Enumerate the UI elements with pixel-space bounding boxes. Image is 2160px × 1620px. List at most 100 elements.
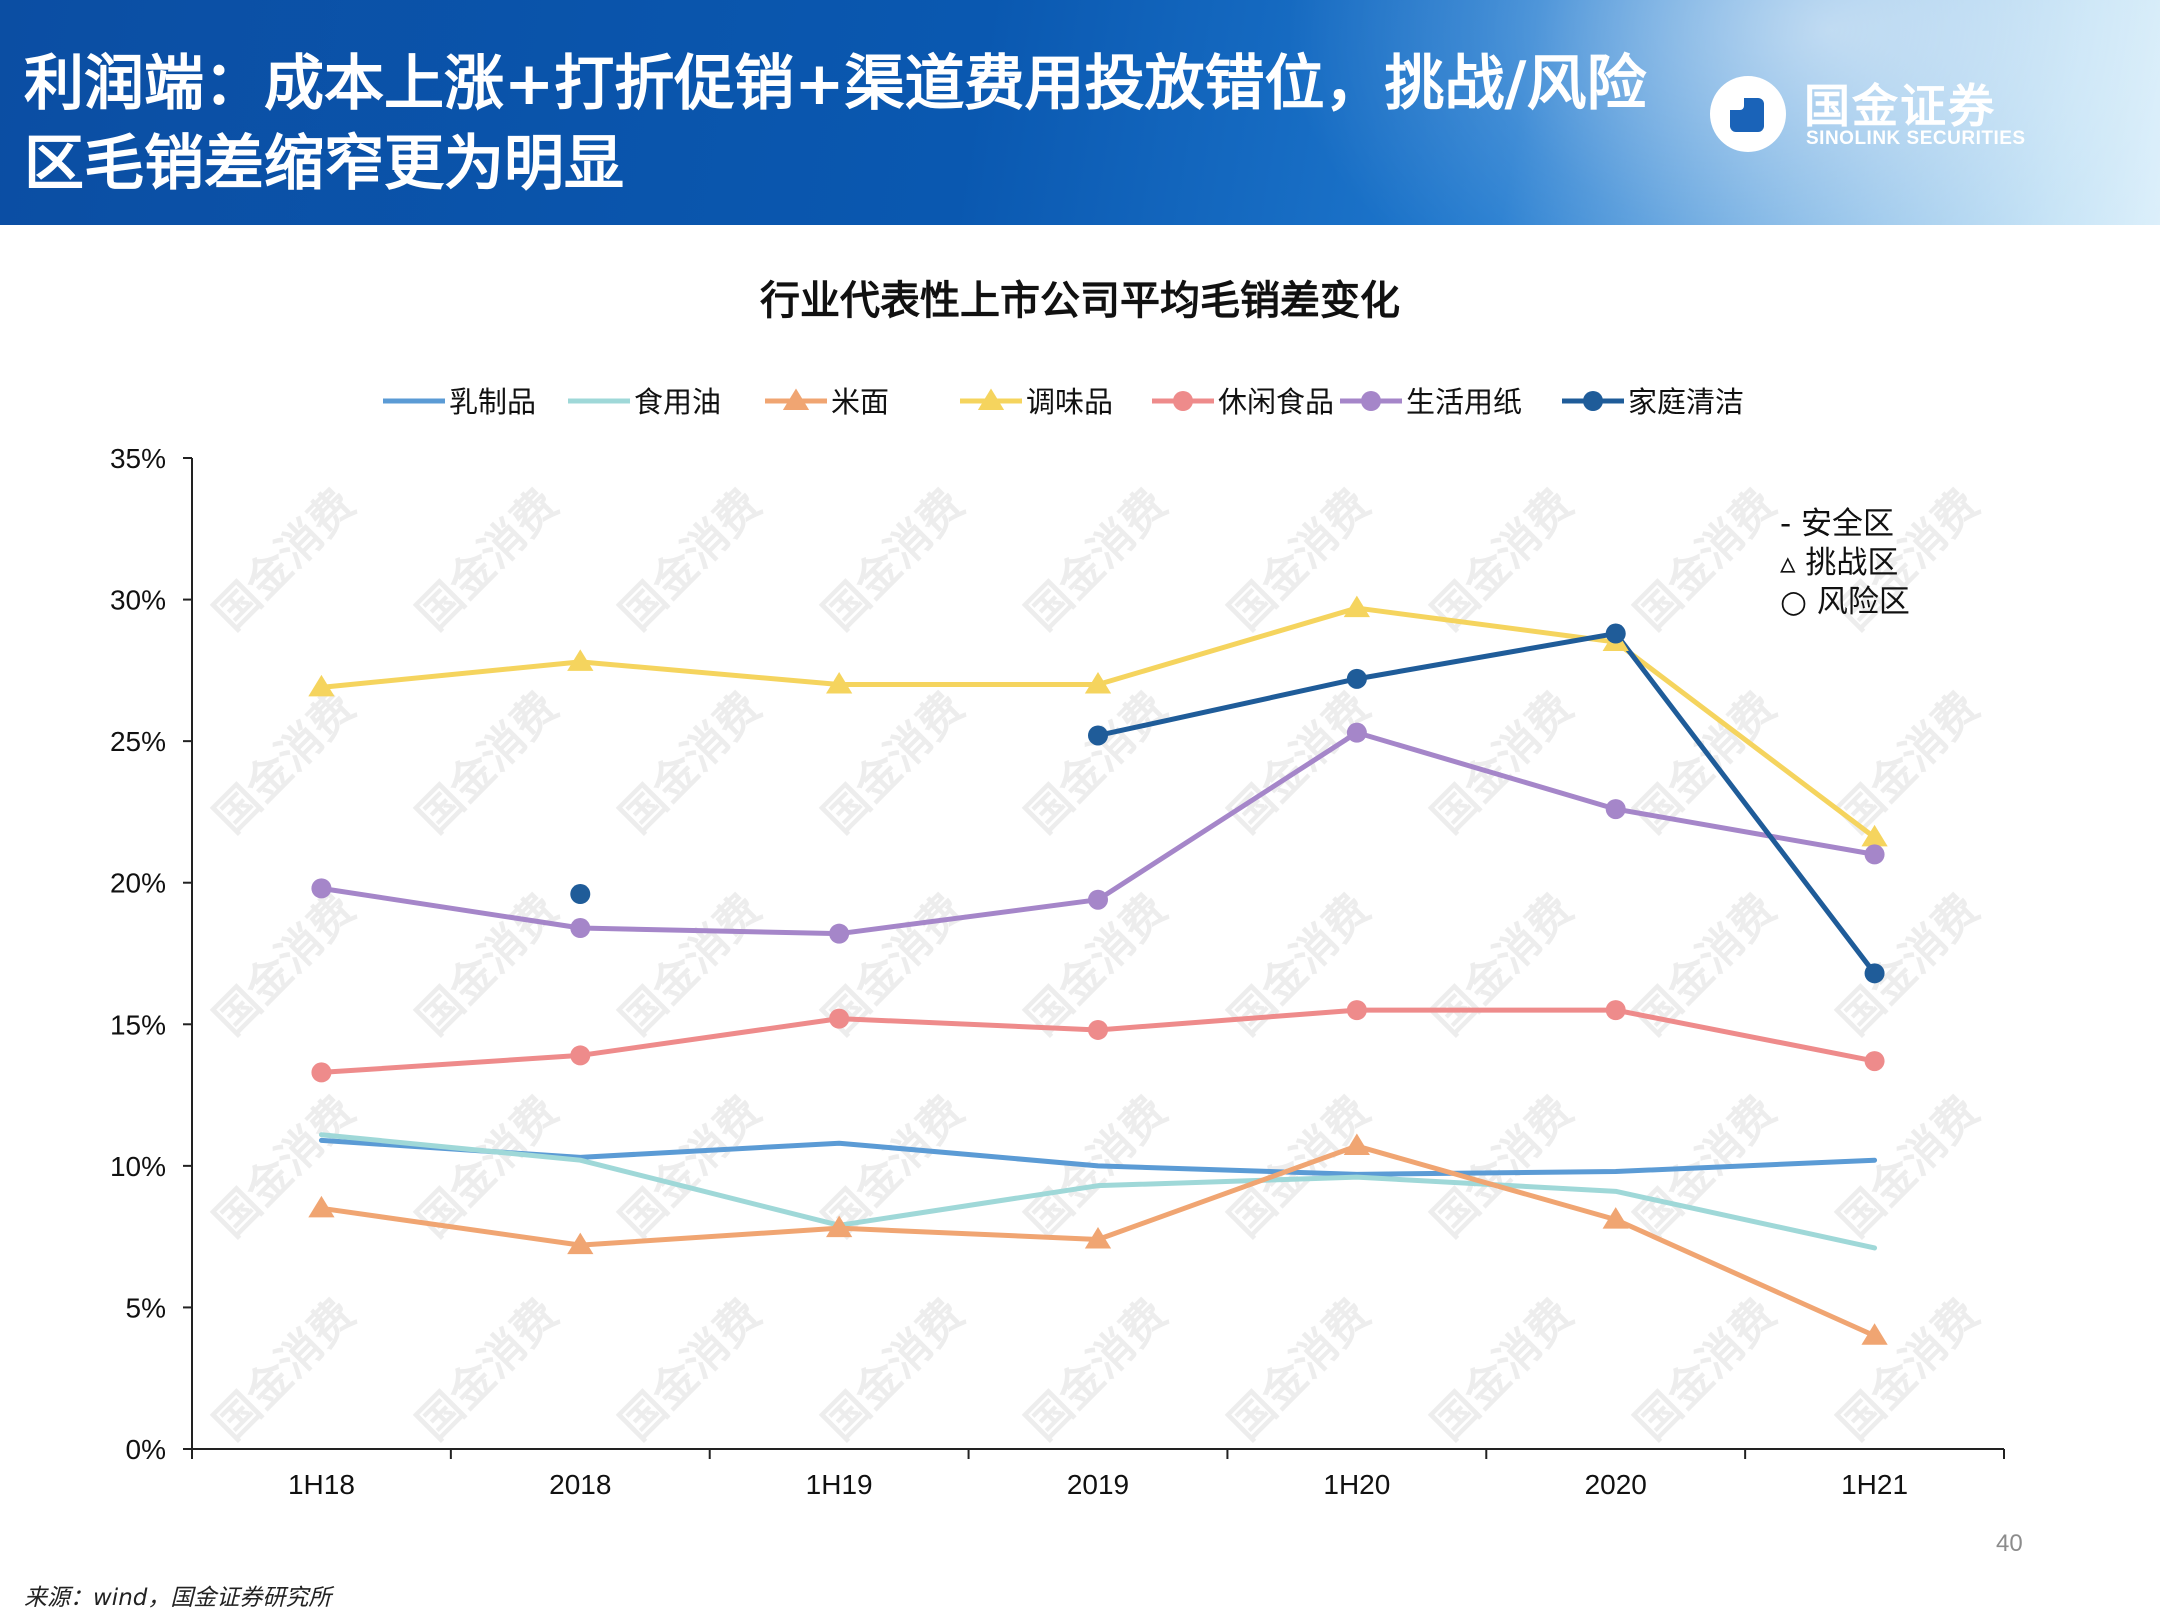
page-title: 利润端：成本上涨+打折促销+渠道费用投放错位，挑战/风险区毛销差缩窄更为明显 <box>24 49 1647 199</box>
watermark-text: 国金消费 <box>1828 1289 1989 1450</box>
data-point-调味品 <box>567 649 594 671</box>
watermark-text: 国金消费 <box>610 884 771 1045</box>
watermark-text: 国金消费 <box>1828 884 1989 1045</box>
data-point-米面 <box>1084 1226 1112 1249</box>
watermark-text: 国金消费 <box>1219 1289 1380 1450</box>
watermark-text: 国金消费 <box>1625 1289 1786 1450</box>
chart-title: 行业代表性上市公司平均毛销差变化 <box>760 278 1400 324</box>
watermark-text: 国金消费 <box>813 682 974 843</box>
data-point-家庭清洁 <box>1864 963 1885 984</box>
watermark-text: 国金消费 <box>407 1289 568 1450</box>
data-point-家庭清洁 <box>1605 623 1626 644</box>
data-point-米面 <box>1861 1323 1888 1345</box>
logo-text-en: SINOLINK SECURITIES <box>1806 128 2026 149</box>
watermark-text: 国金消费 <box>1422 1086 1583 1247</box>
watermark-text: 国金消费 <box>1625 884 1786 1045</box>
watermark-text: 国金消费 <box>1016 479 1177 640</box>
data-point-休闲食品 <box>1605 1000 1626 1021</box>
watermark-text: 国金消费 <box>1016 682 1177 843</box>
annotation-line: - 安全区 <box>1780 506 1894 542</box>
data-point-米面 <box>826 1215 853 1238</box>
data-point-生活用纸 <box>311 878 332 899</box>
data-point-调味品 <box>1861 824 1888 847</box>
y-tick-label: 25% <box>110 726 166 757</box>
watermark-text: 国金消费 <box>204 682 365 843</box>
data-point-生活用纸 <box>1864 844 1885 865</box>
source-note: 来源：wind，国金证券研究所 <box>24 1585 332 1611</box>
watermark-text: 国金消费 <box>1828 1086 1989 1247</box>
x-tick-label: 2019 <box>1067 1469 1129 1500</box>
data-point-调味品 <box>308 674 335 697</box>
watermark-text: 国金消费 <box>204 479 365 640</box>
series-line-乳制品 <box>318 1137 1878 1177</box>
watermark-text: 国金消费 <box>1422 682 1583 843</box>
x-tick-label: 1H19 <box>806 1469 873 1500</box>
y-tick-label: 10% <box>110 1151 166 1182</box>
legend-label: 家庭清洁 <box>1628 385 1744 419</box>
watermark-text: 国金消费 <box>610 479 771 640</box>
y-tick-label: 15% <box>110 1009 166 1040</box>
legend-label: 米面 <box>831 385 889 419</box>
annotation-line: ○ 风险区 <box>1780 584 1910 620</box>
watermark-text: 国金消费 <box>610 1086 771 1247</box>
data-point-生活用纸 <box>570 918 591 939</box>
data-point-家庭清洁 <box>1346 668 1367 689</box>
y-tick-label: 0% <box>126 1434 166 1465</box>
data-point-休闲食品 <box>311 1062 332 1083</box>
data-point-米面 <box>567 1232 594 1255</box>
watermark-layer: 国金消费 国金消费 国金消费 国金消费 国金消费 国金消费 国金消费 国金消费 国金消费国金消费… <box>204 479 1989 1450</box>
series-markers <box>308 595 1888 1345</box>
data-point-休闲食品 <box>829 1008 850 1029</box>
data-point-家庭清洁 <box>1088 725 1108 746</box>
legend-marker-家庭清洁 <box>1583 391 1603 411</box>
legend-marker-米面 <box>782 388 810 410</box>
watermark-text: 国金消费 <box>1422 1289 1583 1450</box>
y-tick-label: 20% <box>110 868 166 899</box>
data-point-调味品 <box>1343 595 1370 618</box>
data-point-米面 <box>1343 1133 1370 1156</box>
watermark-text: 国金消费 <box>204 884 365 1045</box>
watermark-text: 国金消费 <box>407 682 568 843</box>
logo-text-cn: 国金证券 <box>1804 79 1996 133</box>
watermark-text: 国金消费 <box>1219 682 1380 843</box>
legend-label: 休闲食品 <box>1218 385 1334 419</box>
x-tick-label: 2020 <box>1585 1469 1647 1500</box>
x-tick-label: 1H18 <box>288 1469 355 1500</box>
data-point-休闲食品 <box>1864 1051 1885 1072</box>
series-line-食用油 <box>318 1132 1878 1251</box>
legend-label: 生活用纸 <box>1406 385 1522 419</box>
data-point-生活用纸 <box>1605 799 1626 820</box>
series-line-家庭清洁 <box>1095 631 1878 976</box>
data-point-休闲食品 <box>570 1045 591 1066</box>
data-point-调味品 <box>826 672 853 694</box>
watermark-text: 国金消费 <box>1625 682 1786 843</box>
data-point-生活用纸 <box>829 923 850 944</box>
watermark-text: 国金消费 <box>204 1289 365 1450</box>
watermark-text: 国金消费 <box>1422 479 1583 640</box>
data-point-生活用纸 <box>1346 722 1367 743</box>
legend-label: 食用油 <box>634 385 721 419</box>
page-number: 40 <box>1996 1530 2023 1557</box>
watermark-text: 国金消费 <box>610 1289 771 1450</box>
x-tick-label: 1H20 <box>1323 1469 1390 1500</box>
watermark-text: 国金消费 <box>813 479 974 640</box>
zone-annotation: - 安全区▵ 挑战区○ 风险区 <box>1780 506 1910 620</box>
data-point-休闲食品 <box>1346 1000 1367 1021</box>
x-tick-label: 2018 <box>549 1469 611 1500</box>
data-point-米面 <box>308 1195 335 1218</box>
data-point-生活用纸 <box>1088 889 1108 910</box>
x-tick-label: 1H21 <box>1841 1469 1908 1500</box>
watermark-text: 国金消费 <box>204 1086 365 1247</box>
data-point-休闲食品 <box>1088 1019 1108 1040</box>
y-tick-label: 5% <box>126 1292 166 1323</box>
watermark-text: 国金消费 <box>1625 479 1786 640</box>
y-tick-label: 35% <box>110 443 166 474</box>
data-point-家庭清洁 <box>570 884 591 905</box>
legend-marker-休闲食品 <box>1173 391 1193 411</box>
data-point-调味品 <box>1084 672 1112 694</box>
watermark-text: 国金消费 <box>407 479 568 640</box>
watermark-text: 国金消费 <box>610 682 771 843</box>
legend-marker-调味品 <box>977 388 1005 410</box>
legend-marker-生活用纸 <box>1361 391 1381 411</box>
watermark-text: 国金消费 <box>1016 1289 1177 1450</box>
